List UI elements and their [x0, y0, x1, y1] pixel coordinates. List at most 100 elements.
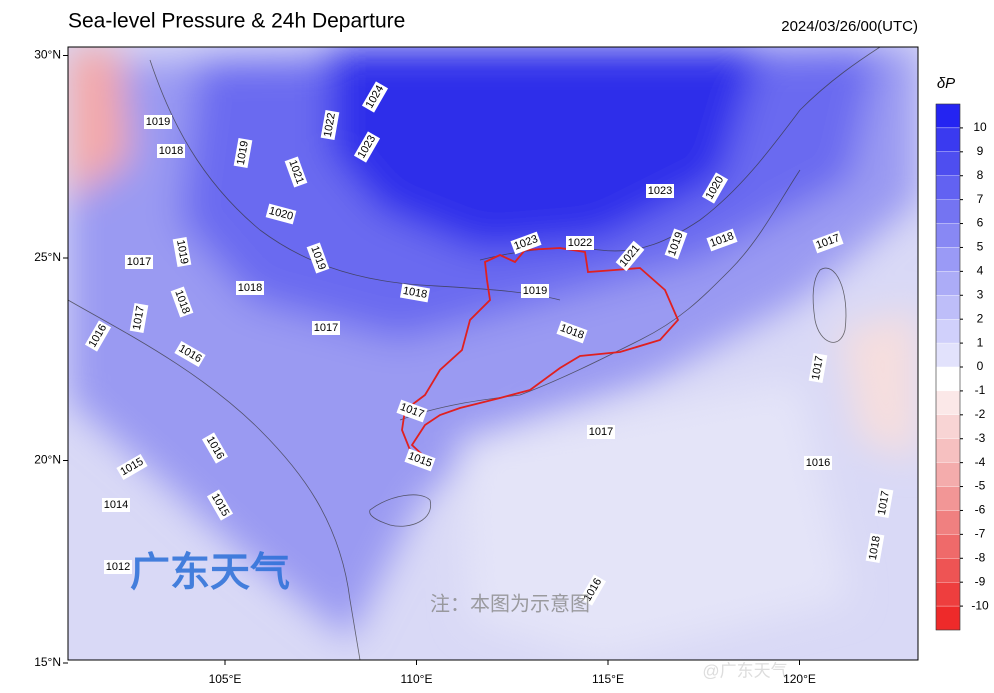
contour-label-group: 1015 — [404, 448, 436, 472]
contour-label: 1014 — [104, 499, 128, 511]
colorbar-box — [935, 151, 961, 176]
contour-label: 1022 — [322, 112, 338, 138]
colorbar-tick-label: 1 — [977, 335, 984, 349]
contour-label-bg — [399, 283, 431, 303]
contour-label-bg — [521, 284, 549, 298]
lon-tick-label: 120°E — [783, 672, 816, 686]
contour-label-group: 1017 — [396, 399, 428, 423]
contour-label-bg — [174, 340, 206, 368]
contour-label-bg — [510, 231, 542, 255]
colorbar-box — [935, 462, 961, 487]
colorbar-box — [935, 199, 961, 224]
contour-label-group: 1022 — [320, 109, 340, 141]
lon-tick-label: 110°E — [401, 672, 433, 686]
contour-label-bg — [206, 489, 234, 521]
contour-label-bg — [84, 320, 112, 352]
contour-label-bg — [320, 109, 340, 141]
colorbar-box — [935, 486, 961, 511]
colorbar-tick-label: -9 — [975, 574, 986, 588]
contour-label: 1018 — [159, 145, 183, 157]
contour-label-bg — [236, 281, 264, 295]
colorbar-box — [935, 127, 961, 152]
contour-label-group: 1017 — [312, 321, 340, 335]
contour-label-bg — [874, 487, 894, 519]
contour-label-group: 1017 — [812, 230, 844, 254]
contour-label: 1017 — [314, 322, 338, 334]
contour-label-group: 1019 — [664, 228, 688, 260]
contour-label-bg — [865, 532, 885, 564]
colorbar-tick-label: -6 — [975, 503, 986, 517]
colorbar-box — [935, 247, 961, 272]
contour-label-bg — [129, 302, 149, 334]
watermark-note: 注：本图为示意图 — [430, 592, 590, 615]
colorbar-box — [935, 582, 961, 607]
contour-label-group: 1022 — [566, 236, 594, 250]
contour-label-bg — [808, 352, 828, 384]
colorbar-box — [935, 558, 961, 583]
colorbar-box — [935, 534, 961, 559]
contour-label-bg — [125, 255, 153, 269]
colorbar-box — [935, 271, 961, 296]
contour-label-bg — [804, 456, 832, 470]
contour-label: 1019 — [235, 140, 251, 166]
lat-tick-label: 25°N — [34, 250, 61, 264]
colorbar-tick-label: 0 — [977, 359, 984, 373]
contour-label-group: 1019 — [172, 236, 192, 268]
lat-tick-label: 15°N — [34, 655, 61, 669]
contour-label-group: 1023 — [510, 231, 542, 255]
contour-label-bg — [361, 81, 389, 113]
contour-label: 1017 — [127, 256, 151, 268]
contour-label-bg — [157, 144, 185, 158]
contour-label-bg — [566, 236, 594, 250]
colorbar-box — [935, 103, 961, 129]
contour-label-bg — [701, 172, 729, 204]
colorbar-box — [935, 175, 961, 200]
contour-label-bg — [104, 560, 132, 574]
colorbar-box — [935, 390, 961, 415]
lon-tick-label: 115°E — [592, 672, 624, 686]
colorbar-box — [935, 366, 961, 392]
contour-label: 1018 — [238, 282, 262, 294]
contour-label-bg — [646, 184, 674, 198]
contour-label-bg — [306, 242, 330, 274]
contour-label-bg — [102, 498, 130, 512]
contour-label-group: 1018 — [706, 228, 738, 252]
colorbar-tick-label: 3 — [977, 287, 984, 301]
colorbar-tick-label: -2 — [975, 407, 986, 421]
title: Sea-level Pressure & 24h Departure — [68, 10, 405, 33]
contour-label-bg — [172, 236, 192, 268]
colorbar-tick-label: 2 — [977, 311, 984, 325]
contour-label-group: 1012 — [104, 560, 132, 574]
lat-tick-label: 30°N — [34, 48, 61, 62]
colorbar-tick-label: -8 — [975, 550, 986, 564]
colorbar-tick-label: -1 — [975, 383, 986, 397]
contour-label: 1017 — [810, 355, 826, 381]
contour-label-group: 1018 — [399, 283, 431, 303]
contour-label: 1018 — [867, 535, 883, 561]
contour-label-group: 1017 — [808, 352, 828, 384]
contour-label-bg — [233, 137, 253, 169]
colorbar-tick-label: -7 — [975, 527, 986, 541]
colorbar-tick-label: -4 — [975, 455, 986, 469]
contour-label-bg — [116, 453, 148, 481]
contour-label-group: 1018 — [157, 144, 185, 158]
colorbar-box — [935, 342, 961, 368]
contour-label-group: 1019 — [521, 284, 549, 298]
colorbar-tick-label: -5 — [975, 479, 986, 493]
time: 2024/03/26/00(UTC) — [781, 18, 918, 35]
watermark-handle: @广东天气 — [702, 661, 787, 680]
contour-label: 1012 — [106, 561, 130, 573]
colorbar-box — [935, 510, 961, 535]
contour-label: 1019 — [523, 285, 547, 297]
contour-label: 1023 — [648, 185, 672, 197]
lon-tick-label: 105°E — [209, 672, 242, 686]
contour-label-bg — [284, 156, 308, 188]
contour-label-group: 1023 — [646, 184, 674, 198]
contour-label-bg — [201, 432, 229, 464]
contour-label-group: 1016 — [804, 456, 832, 470]
contour-label-bg — [353, 131, 381, 163]
contour-label-group: 1018 — [556, 320, 588, 344]
contour-label-bg — [312, 321, 340, 335]
contour-label-bg — [587, 425, 615, 439]
